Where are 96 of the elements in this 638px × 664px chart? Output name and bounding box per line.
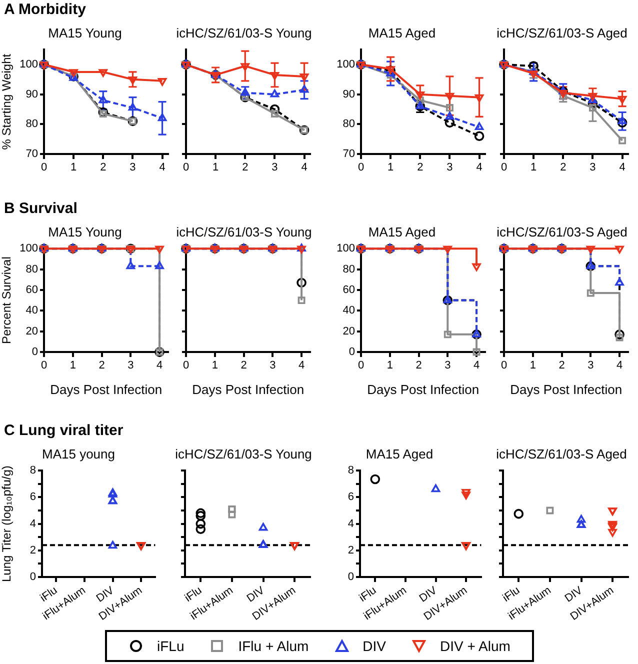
x-tick-label: 2 [240, 360, 247, 372]
y-tick-label: 0 [348, 571, 354, 584]
text: B Survival [4, 200, 78, 217]
x-tick-label: 0 [182, 162, 190, 174]
x-tick-label: 3 [588, 360, 594, 372]
x-tick-label: 3 [446, 162, 453, 174]
y-tick-label: 60 [342, 284, 355, 296]
y-tick-label: 70 [26, 148, 38, 160]
y-tick-label: 80 [342, 118, 355, 130]
legend-label: DIV + Alum [440, 638, 510, 654]
y-tick-label: 8 [30, 464, 36, 477]
y-tick-label: 80 [26, 118, 38, 130]
y-axis-title: % Starting Weight [0, 53, 14, 150]
x-tick-label: 3 [444, 360, 451, 372]
x-tick-label: 1 [70, 360, 76, 372]
chart-title: MA15 Aged [368, 224, 436, 240]
y-tick-label: 0 [32, 346, 38, 358]
legend-label: DIV [362, 638, 386, 654]
chart-title: icHC/SZ/61/03-S Young [176, 224, 312, 240]
x-tick-label: 2 [98, 360, 105, 372]
x-tick-label: 1 [70, 162, 77, 174]
y-tick-label: 20 [342, 325, 355, 338]
x-tick-label: 1 [212, 162, 219, 174]
chart-title: icHC/SZ/61/03-S Young [176, 25, 312, 40]
x-tick-label: 2 [558, 360, 565, 372]
y-tick-label: 4 [30, 518, 36, 530]
y-tick-label: 6 [30, 491, 36, 504]
y-tick-label: 8 [348, 464, 354, 477]
y-tick-label: 6 [348, 491, 354, 504]
text: C Lung viral titer [4, 422, 124, 439]
y-tick-label: 100 [336, 58, 355, 71]
x-tick-label: 0 [358, 162, 364, 174]
x-tick-label: 2 [417, 162, 424, 174]
x-tick-label: 4 [616, 360, 623, 372]
y-tick-label: 100 [20, 58, 38, 71]
x-tick-label: 1 [530, 162, 537, 174]
y-tick-label: 80 [26, 263, 38, 276]
y-tick-label: 90 [26, 88, 38, 100]
y-tick-label: 100 [20, 242, 38, 255]
x-tick-label: 4 [473, 360, 480, 372]
y-tick-label: 100 [336, 242, 355, 255]
x-tick-label: 0 [40, 162, 48, 174]
y-tick-label: 70 [342, 148, 355, 160]
chart-title: MA15 Aged [368, 25, 436, 40]
chart-title: icHC/SZ/61/03-S Aged [496, 446, 627, 462]
x-tick-label: 0 [182, 360, 190, 372]
x-tick-label: 1 [530, 360, 536, 372]
x-tick-label: 1 [386, 360, 393, 372]
y-axis-title: Percent Survival [0, 256, 14, 344]
x-tick-label: 0 [358, 360, 364, 372]
chart-title: icHC/SZ/61/03-S Young [175, 446, 312, 462]
y-axis-title: Lung Titer (log₁₀pfu/g) [0, 466, 14, 582]
chart-title: MA15 young [42, 446, 115, 462]
y-tick-label: 0 [30, 571, 36, 584]
y-tick-label: 4 [348, 518, 354, 530]
text: A Morbidity [4, 1, 86, 18]
x-tick-label: 2 [416, 360, 422, 372]
x-tick-label: 1 [212, 360, 218, 372]
x-tick-label: 3 [128, 360, 134, 372]
y-tick-label: 2 [30, 544, 36, 556]
x-tick-label: 4 [476, 162, 482, 174]
y-tick-label: 2 [348, 544, 354, 556]
x-tick-label: 3 [272, 162, 278, 174]
x-tick-label: 0 [500, 162, 508, 174]
y-tick-label: 0 [348, 346, 355, 358]
x-axis-title: Days Post Infection [510, 382, 622, 397]
y-tick-label: 60 [26, 284, 38, 296]
x-tick-label: 4 [156, 360, 163, 372]
chart-title: MA15 Young [48, 224, 122, 240]
legend-label: IFlu + Alum [238, 638, 309, 654]
x-axis-title: Days Post Infection [192, 382, 304, 397]
y-tick-label: 90 [342, 88, 355, 100]
y-tick-label: 40 [342, 304, 355, 317]
x-tick-label: 1 [388, 162, 394, 174]
x-tick-label: 4 [301, 162, 308, 174]
x-tick-label: 4 [619, 162, 626, 174]
chart-title: MA15 Young [48, 25, 122, 40]
legend-label: iFLu [157, 638, 184, 654]
x-tick-label: 3 [130, 162, 136, 174]
y-tick-label: 40 [26, 304, 38, 317]
x-tick-label: 3 [270, 360, 276, 372]
x-tick-label: 4 [298, 360, 305, 372]
x-axis-title: Days Post Infection [367, 382, 480, 397]
x-tick-label: 2 [242, 162, 248, 174]
y-tick-label: 20 [26, 325, 38, 338]
chart-title: icHC/SZ/61/03-S Aged [496, 25, 628, 40]
x-tick-label: 2 [560, 162, 566, 174]
x-tick-label: 3 [590, 162, 596, 174]
x-tick-label: 4 [159, 162, 166, 174]
chart-title: icHC/SZ/61/03-S Aged [496, 224, 628, 240]
x-tick-label: 2 [100, 162, 106, 174]
y-tick-label: 80 [342, 263, 355, 276]
x-axis-title: Days Post Infection [50, 382, 162, 397]
chart-title: MA15 Aged [366, 446, 434, 462]
x-tick-label: 0 [500, 360, 508, 372]
x-tick-label: 0 [40, 360, 48, 372]
